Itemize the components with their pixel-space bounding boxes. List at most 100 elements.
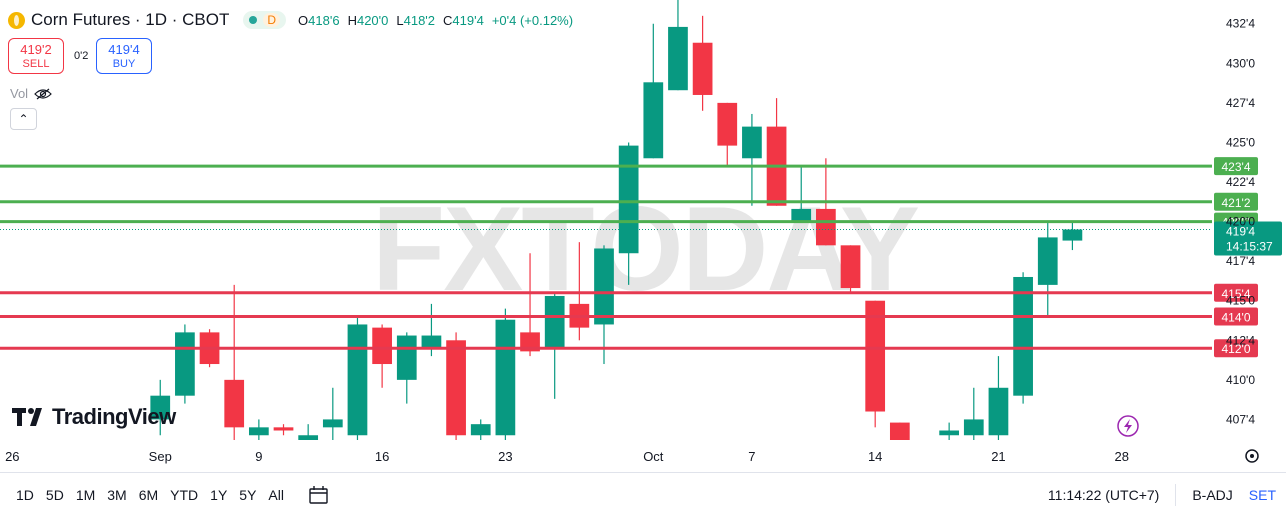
candle-body <box>175 332 195 396</box>
x-tick-label: 9 <box>255 449 262 464</box>
bottom-toolbar: 1D 5D 1M 3M 6M YTD 1Y 5Y All 11:14:22 (UTC+7) B-… <box>0 472 1286 517</box>
range-button-ytd[interactable]: YTD <box>170 487 199 503</box>
candle-body <box>1062 229 1083 241</box>
candle-body <box>791 208 812 222</box>
candle-body <box>347 324 368 436</box>
divider <box>1175 484 1177 506</box>
candle-body <box>470 424 491 436</box>
calendar-icon[interactable] <box>308 484 330 506</box>
range-button-3m[interactable]: 3M <box>107 487 127 503</box>
sell-button[interactable]: 419'2 SELL <box>8 38 64 74</box>
buy-button[interactable]: 419'4 BUY <box>96 38 152 74</box>
settings-icon[interactable] <box>1245 449 1259 463</box>
settings-icon-center <box>1250 454 1254 458</box>
sell-price: 419'2 <box>20 42 52 57</box>
y-tick-label: 432'4 <box>1226 17 1255 31</box>
candle-body <box>298 435 319 440</box>
x-tick-label: Sep <box>149 449 172 464</box>
buy-price: 419'4 <box>108 42 140 57</box>
symbol-title[interactable]: Corn Futures · 1D · CBOT <box>31 10 230 29</box>
corn-icon <box>8 11 25 29</box>
candle-body <box>963 419 984 436</box>
low-value: 418'2 <box>403 12 436 28</box>
x-tick-label: Oct <box>643 449 664 464</box>
volume-indicator[interactable]: Vol <box>10 86 52 101</box>
resistance-label-bg <box>1214 192 1258 211</box>
range-button-all[interactable]: All <box>268 487 284 503</box>
tradingview-logo[interactable]: TradingView <box>12 404 176 430</box>
price-chart[interactable]: FXTODAY 423'4421'2420'0415'4414'0412'041… <box>0 0 1286 472</box>
candle-body <box>396 335 417 380</box>
candle-body <box>1037 237 1058 285</box>
buy-label: BUY <box>112 58 136 70</box>
settlement-toggle[interactable]: SET <box>1248 487 1276 503</box>
volume-label: Vol <box>10 86 29 101</box>
candle-body <box>889 422 910 440</box>
candle-body <box>742 126 762 159</box>
y-tick-label: 430'0 <box>1226 56 1255 70</box>
resistance-label: 421'2 <box>1222 196 1251 210</box>
brand-name: TradingView <box>52 404 176 429</box>
alert-icon[interactable] <box>1117 415 1139 437</box>
range-button-1m[interactable]: 1M <box>75 487 96 503</box>
close-value: 419'4 <box>452 12 484 28</box>
x-tick-label: 16 <box>375 449 389 464</box>
candle-body <box>322 419 343 428</box>
candle-body <box>446 340 466 436</box>
candle-body <box>544 295 565 349</box>
candle-body <box>668 26 688 91</box>
y-tick-label: 425'0 <box>1226 135 1255 149</box>
range-button-5d[interactable]: 5D <box>45 487 64 503</box>
y-tick-label: 427'4 <box>1226 96 1255 110</box>
resistance-label: 423'4 <box>1222 160 1251 174</box>
collapse-button[interactable]: ⌃ <box>10 108 37 130</box>
market-status[interactable]: D <box>243 11 287 29</box>
x-tick-label: 21 <box>991 449 1005 464</box>
open-value: 418'6 <box>308 12 340 28</box>
support-label-bg <box>1214 307 1258 326</box>
ohlc-values: O418'6 H420'0 L418'2 C419'4 +0'4 (+0.12%… <box>298 12 574 28</box>
candle-body <box>594 248 614 325</box>
support-label-bg <box>1214 339 1258 358</box>
candle-body <box>643 82 664 159</box>
clock[interactable]: 11:14:22 (UTC+7) <box>1047 487 1160 503</box>
adjustment-toggle[interactable]: B-ADJ <box>1192 487 1233 503</box>
y-tick-label: 410'0 <box>1226 373 1255 387</box>
resistance-label-bg <box>1214 157 1258 176</box>
y-tick-label: 415'0 <box>1226 294 1255 308</box>
alert-bolt-icon <box>1124 419 1132 433</box>
range-buttons: 1D 5D 1M 3M 6M YTD 1Y 5Y All <box>16 487 284 503</box>
x-tick-label: 28 <box>1114 449 1128 464</box>
x-tick-label: 7 <box>748 449 755 464</box>
range-button-1y[interactable]: 1Y <box>210 487 228 503</box>
candle-body <box>717 102 738 146</box>
candle-body <box>248 427 269 436</box>
y-tick-label: 422'4 <box>1226 175 1255 189</box>
last-price-value: 419'4 <box>1226 224 1255 238</box>
range-button-1d[interactable]: 1D <box>16 487 34 503</box>
support-label: 412'0 <box>1222 342 1251 356</box>
range-button-5y[interactable]: 5Y <box>239 487 257 503</box>
x-tick-label: 23 <box>498 449 512 464</box>
chevron-up-icon: ⌃ <box>18 112 29 126</box>
chart-header: Corn Futures · 1D · CBOT D O418'6 H420'0… <box>8 8 573 32</box>
candle-body <box>840 245 861 289</box>
candle-body <box>273 427 294 431</box>
candle-body <box>372 327 392 365</box>
high-value: 420'0 <box>356 12 389 28</box>
countdown-timer: 14:15:37 <box>1226 239 1273 253</box>
support-label-bg <box>1214 283 1258 302</box>
y-tick-label: 412'4 <box>1226 333 1255 347</box>
market-open-icon <box>249 16 258 24</box>
candle-body <box>1013 276 1033 396</box>
y-tick-label: 420'0 <box>1226 215 1255 229</box>
candle-body <box>692 42 713 95</box>
candle-body <box>224 379 245 428</box>
range-button-6m[interactable]: 6M <box>138 487 159 503</box>
candle-body <box>520 332 540 352</box>
x-tick-label: 14 <box>868 449 882 464</box>
tv-logo-icon <box>12 408 42 426</box>
eye-hidden-icon[interactable] <box>34 88 52 100</box>
last-price-badge <box>1214 221 1282 256</box>
